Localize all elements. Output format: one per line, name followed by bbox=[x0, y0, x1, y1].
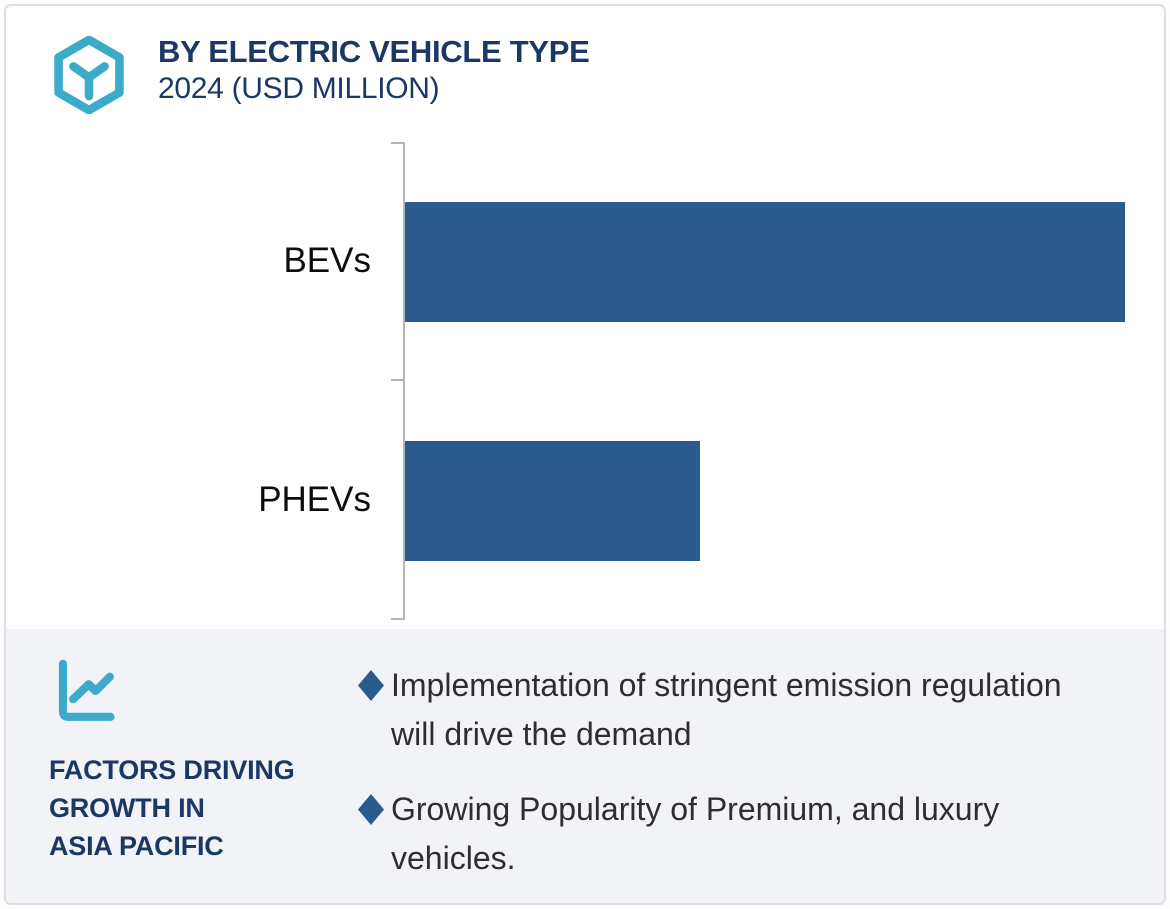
axis-tick bbox=[391, 618, 404, 620]
line-chart-icon bbox=[58, 659, 115, 721]
chart-title: BY ELECTRIC VEHICLE TYPE bbox=[158, 34, 590, 69]
insights-title-line: ASIA PACIFIC bbox=[49, 831, 224, 861]
insights-bullet-list: Implementation of stringent emission reg… bbox=[358, 661, 1081, 883]
list-item: Implementation of stringent emission reg… bbox=[358, 661, 1081, 759]
insights-panel: FACTORS DRIVING GROWTH IN ASIA PACIFIC I… bbox=[6, 629, 1164, 903]
chart-card: BY ELECTRIC VEHICLE TYPE 2024 (USD MILLI… bbox=[4, 4, 1166, 905]
bar-phevs bbox=[405, 441, 700, 561]
chart-subtitle: 2024 (USD MILLION) bbox=[158, 72, 440, 105]
category-label-phevs: PHEVs bbox=[258, 480, 371, 519]
axis-tick bbox=[391, 379, 404, 381]
diamond-bullet-icon bbox=[358, 670, 384, 701]
bullet-text: Implementation of stringent emission reg… bbox=[391, 667, 1062, 752]
list-item: Growing Popularity of Premium, and luxur… bbox=[358, 785, 1081, 883]
diamond-bullet-icon bbox=[358, 794, 384, 825]
chart-header: BY ELECTRIC VEHICLE TYPE 2024 (USD MILLI… bbox=[158, 34, 590, 107]
category-label-bevs: BEVs bbox=[283, 241, 371, 280]
insights-title-line: GROWTH IN bbox=[49, 793, 205, 823]
insights-title-line: FACTORS DRIVING bbox=[49, 755, 295, 785]
axis-tick bbox=[391, 142, 404, 144]
bullet-text: Growing Popularity of Premium, and luxur… bbox=[391, 791, 1000, 876]
bar-bevs bbox=[405, 202, 1125, 322]
insights-title: FACTORS DRIVING GROWTH IN ASIA PACIFIC bbox=[49, 751, 295, 865]
y-axis-line bbox=[403, 142, 405, 620]
hexagon-box-icon bbox=[54, 36, 124, 114]
